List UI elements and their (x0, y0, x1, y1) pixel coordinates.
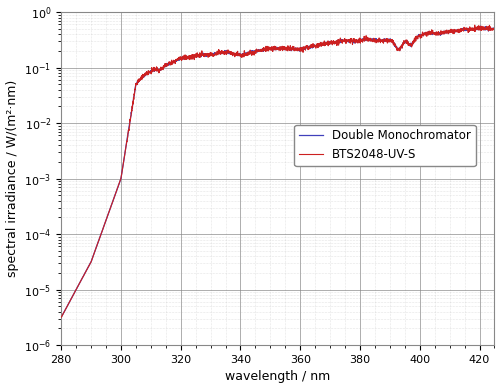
Double Monochromator (492, 27, 498, 32)
Double Monochromator (58, 315, 64, 320)
Line: Double Monochromator: Double Monochromator (61, 26, 494, 317)
BTS2048-UV-S (269, 47, 275, 52)
Y-axis label: spectral irradiance / W/(m²·nm): spectral irradiance / W/(m²·nm) (6, 80, 18, 277)
Double Monochromator (80, 274, 86, 279)
Legend: Double Monochromator, BTS2048-UV-S: Double Monochromator, BTS2048-UV-S (294, 125, 476, 166)
Double Monochromator (269, 46, 275, 51)
BTS2048-UV-S (258, 47, 264, 52)
Double Monochromator (479, 26, 485, 30)
BTS2048-UV-S (479, 24, 485, 29)
Double Monochromator (478, 24, 484, 28)
BTS2048-UV-S (80, 274, 86, 279)
BTS2048-UV-S (400, 46, 406, 51)
BTS2048-UV-S (472, 23, 478, 28)
BTS2048-UV-S (479, 25, 485, 30)
X-axis label: wavelength / nm: wavelength / nm (225, 370, 330, 384)
Line: BTS2048-UV-S: BTS2048-UV-S (61, 25, 494, 317)
Double Monochromator (258, 48, 264, 53)
Double Monochromator (400, 42, 406, 47)
BTS2048-UV-S (58, 315, 64, 320)
BTS2048-UV-S (492, 26, 498, 31)
Double Monochromator (479, 26, 485, 31)
